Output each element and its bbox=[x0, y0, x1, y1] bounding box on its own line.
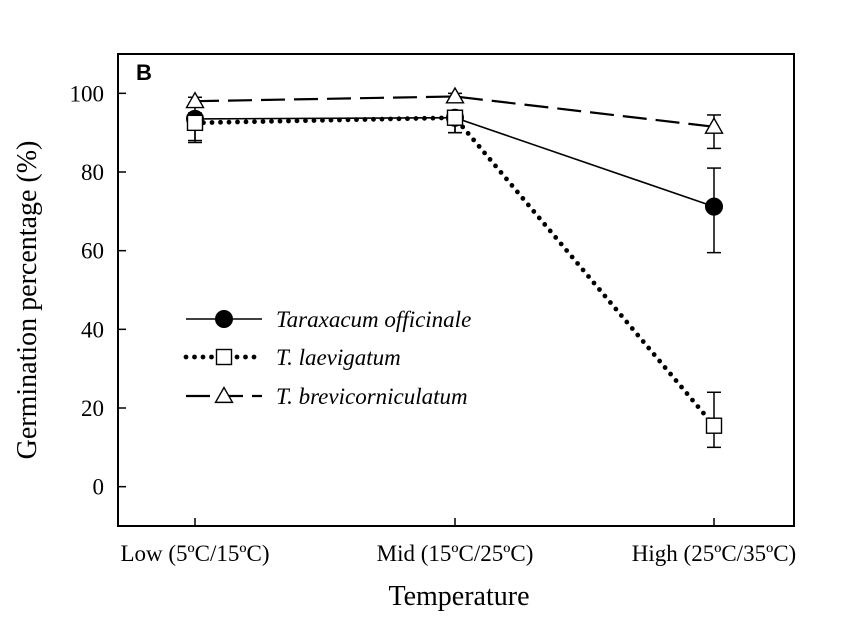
series-line bbox=[194, 95, 715, 128]
legend-item: T. laevigatum bbox=[183, 345, 401, 370]
y-axis: 0 20 40 60 80 100 bbox=[70, 81, 126, 500]
series-layer bbox=[185, 86, 724, 449]
y-tick-label: 60 bbox=[81, 239, 104, 264]
y-tick-label: 80 bbox=[81, 160, 104, 185]
plot-frame bbox=[117, 53, 795, 527]
data-point-open-square bbox=[705, 417, 723, 434]
series-t-laevigatum bbox=[186, 109, 723, 449]
x-axis: Low (5ºC/15ºC) Mid (15ºC/25ºC) High (25ºC/… bbox=[120, 518, 796, 566]
legend-item: Taraxacum officinale bbox=[186, 307, 471, 332]
x-tick-label: Low (5ºC/15ºC) bbox=[120, 541, 269, 566]
series-t-brevicorniculatum bbox=[185, 86, 724, 150]
legend-label: Taraxacum officinale bbox=[276, 307, 471, 332]
legend-label: T. brevicorniculatum bbox=[276, 384, 468, 409]
legend-marker-filled-circle bbox=[215, 310, 233, 328]
data-point-filled-circle bbox=[705, 197, 723, 216]
legend-marker-open-square bbox=[215, 348, 233, 366]
legend-item: T. brevicorniculatum bbox=[186, 384, 468, 409]
y-tick-label: 0 bbox=[93, 475, 105, 500]
y-tick-label: 100 bbox=[70, 81, 105, 106]
y-axis-title: Germination percentage (%) bbox=[12, 141, 43, 460]
x-axis-title: Temperature bbox=[388, 581, 529, 612]
y-tick-label: 20 bbox=[81, 396, 104, 421]
y-tick-label: 40 bbox=[81, 317, 104, 342]
x-tick-label: Mid (15ºC/25ºC) bbox=[377, 541, 534, 566]
x-tick-label: High (25ºC/35ºC) bbox=[632, 541, 796, 566]
legend-label: T. laevigatum bbox=[276, 345, 401, 370]
data-point-open-triangle bbox=[445, 86, 465, 104]
legend: Taraxacum officinale T. laevigatum T. brev… bbox=[183, 307, 471, 409]
data-point-open-square bbox=[446, 109, 464, 126]
legend-marker-open-triangle bbox=[214, 386, 234, 404]
series-line bbox=[192, 115, 717, 429]
panel-label: B bbox=[136, 60, 152, 85]
data-point-open-square bbox=[186, 114, 204, 132]
data-point-open-triangle bbox=[185, 91, 205, 109]
data-point-open-triangle bbox=[704, 116, 724, 134]
